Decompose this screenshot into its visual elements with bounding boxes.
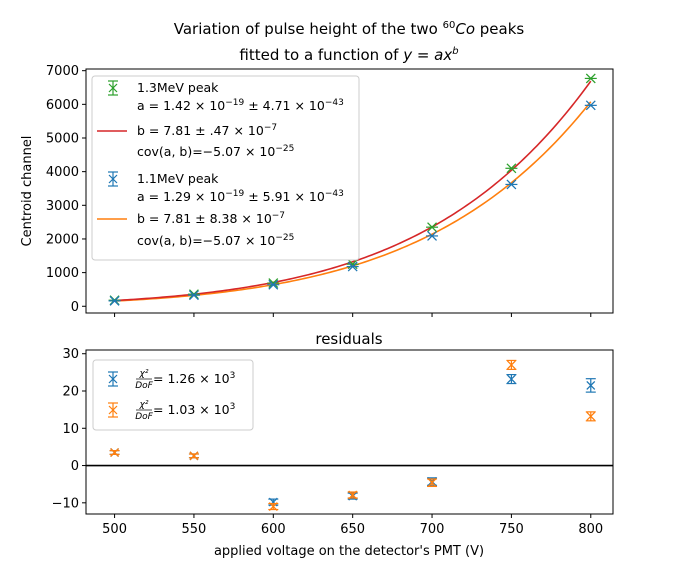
legend-cov-1-1mev: cov(a, b)=−5.07 × 10−25 — [137, 233, 294, 248]
data-point — [347, 261, 358, 272]
y-tick-label-bottom: −10 — [52, 496, 79, 511]
data-point — [585, 100, 596, 111]
y-tick-label-top: 5000 — [46, 131, 79, 146]
residual-point — [110, 448, 120, 457]
x-tick-label: 800 — [578, 522, 603, 537]
chart-title-line2: fitted to a function of y = axb — [239, 46, 458, 64]
legend-orange-chi-value: = 1.03 × 103 — [153, 402, 235, 417]
y-tick-label-bottom: 10 — [62, 422, 79, 437]
legend-marker-1-1mev — [108, 171, 118, 187]
top-plot-frame — [85, 68, 614, 314]
bottom-plot: 500 550 600 650 700 750 800 −10 0 10 20 30 — [52, 347, 613, 537]
y-axis-label-top: Centroid channel — [20, 136, 35, 247]
data-point — [506, 163, 517, 174]
legend-bottom: χ² DoF = 1.26 × 103 χ² DoF = 1.03 × 103 — [92, 359, 254, 431]
residual-point — [427, 478, 437, 488]
top-plot: 0 1000 2000 3000 4000 5000 6000 7000 — [46, 64, 597, 317]
x-tick-label: 550 — [182, 522, 207, 537]
x-tick-label: 600 — [261, 522, 286, 537]
x-tick-label: 500 — [102, 522, 127, 537]
residual-point — [189, 451, 199, 461]
data-point — [427, 230, 438, 241]
y-tick-label-top: 7000 — [46, 64, 79, 79]
y-tick-label-bottom: 20 — [62, 385, 79, 400]
legend-marker-1-3mev — [108, 80, 118, 96]
legend-a-1-1mev: a = 1.29 × 10−19 ± 5.91 × 10−43 — [137, 189, 344, 204]
chart-title-line1: Variation of pulse height of the two 60C… — [174, 20, 525, 38]
data-point — [268, 278, 279, 289]
data-point — [585, 73, 596, 84]
data-point — [427, 222, 438, 233]
residual-point — [586, 380, 596, 390]
bottom-plot-frame — [85, 349, 614, 515]
x-tick-label: 700 — [420, 522, 445, 537]
data-point — [188, 290, 199, 301]
y-tick-label-top: 2000 — [46, 232, 79, 247]
legend-bottom-box — [92, 359, 254, 431]
legend-marker-blue-residual — [108, 371, 118, 387]
x-axis-label: applied voltage on the detector's PMT (V… — [214, 544, 484, 559]
y-tick-label-top: 6000 — [46, 98, 79, 113]
y-tick-label-top: 0 — [71, 300, 79, 315]
data-point — [347, 259, 358, 270]
residual-point — [506, 360, 516, 370]
y-tick-label-bottom: 0 — [71, 459, 79, 474]
legend-blue-chi-num: χ² — [139, 369, 149, 379]
residual-point — [586, 411, 596, 421]
legend-top-box — [91, 75, 360, 261]
residual-point — [348, 490, 358, 500]
data-point — [188, 289, 199, 300]
data-point — [268, 279, 279, 290]
legend-b-1-1mev: b = 7.81 ± 8.38 × 10−7 — [137, 211, 285, 226]
data-point — [506, 179, 517, 190]
residuals-title: residuals — [315, 330, 382, 348]
x-tick-label: 750 — [499, 522, 524, 537]
residual-point — [268, 502, 278, 512]
residual-point — [506, 374, 516, 384]
legend-orange-chi-den: DoF — [135, 412, 153, 422]
legend-label-1-3mev: 1.3MeV peak — [137, 80, 219, 95]
legend-blue-chi-value: = 1.26 × 103 — [153, 371, 235, 386]
legend-orange-chi-num: χ² — [139, 400, 149, 410]
y-tick-label-top: 3000 — [46, 199, 79, 214]
legend-b-1-3mev: b = 7.81 ± .47 × 10−7 — [137, 123, 277, 138]
y-tick-label-top: 4000 — [46, 165, 79, 180]
legend-top: 1.3MeV peak a = 1.42 × 10−19 ± 4.71 × 10… — [91, 75, 360, 261]
data-point — [109, 295, 120, 306]
legend-cov-1-3mev: cov(a, b)=−5.07 × 10−25 — [137, 144, 294, 159]
legend-marker-orange-residual — [108, 402, 118, 418]
x-tick-label: 650 — [340, 522, 365, 537]
legend-a-1-3mev: a = 1.42 × 10−19 ± 4.71 × 10−43 — [137, 98, 344, 113]
y-tick-label-bottom: 30 — [62, 347, 79, 362]
legend-blue-chi-den: DoF — [135, 381, 153, 391]
y-tick-label-top: 1000 — [46, 266, 79, 281]
legend-label-1-1mev: 1.1MeV peak — [137, 171, 219, 186]
